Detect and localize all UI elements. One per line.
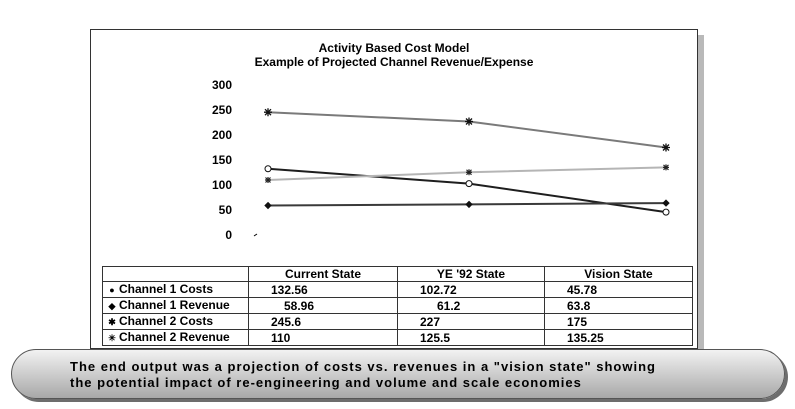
- data-point: [663, 164, 669, 171]
- data-point: [264, 165, 272, 173]
- data-point: [662, 199, 670, 207]
- legend-marker-circle: ●: [109, 285, 115, 295]
- y-tick-label: 100: [212, 178, 232, 192]
- data-value: 245.6: [248, 313, 398, 330]
- legend-marker-star: ✱: [108, 317, 116, 327]
- data-value: 132.56: [248, 281, 398, 298]
- data-point: [662, 208, 670, 216]
- data-table: Current State YE '92 State Vision State …: [102, 266, 693, 346]
- data-point: [264, 108, 272, 117]
- data-value: 125.5: [397, 329, 545, 346]
- data-value: 61.2: [397, 297, 545, 314]
- legend-marker-asterisk: ✳: [108, 333, 116, 343]
- data-value: 63.8: [544, 297, 693, 314]
- data-value: 45.78: [544, 281, 693, 298]
- series-name: Channel 1 Revenue: [119, 298, 230, 312]
- table-row: ✳ Channel 2 Revenue 110 125.5 135.25: [102, 329, 693, 346]
- y-tick-label: 50: [219, 203, 233, 217]
- data-point: [465, 117, 473, 126]
- line-plot: 300 250 200 150 100 50 0: [212, 78, 670, 242]
- table-corner-cell: [102, 266, 249, 282]
- data-value: 58.96: [248, 297, 398, 314]
- data-point: [465, 180, 473, 188]
- table-row: ● Channel 1 Costs 132.56 102.72 45.78: [102, 281, 693, 298]
- table-header-row: Current State YE '92 State Vision State: [102, 266, 693, 282]
- data-point: [466, 169, 472, 176]
- legend-cell: ✳ Channel 2 Revenue: [102, 329, 249, 346]
- y-tick-label: 0: [225, 228, 232, 242]
- category-header: Vision State: [544, 266, 693, 282]
- series-name: Channel 1 Costs: [119, 282, 214, 296]
- chart-panel: Activity Based Cost Model Example of Pro…: [90, 29, 698, 349]
- chart-subtitle: Example of Projected Channel Revenue/Exp…: [254, 55, 534, 69]
- y-tick-label: 250: [212, 103, 232, 117]
- data-point: [465, 200, 473, 209]
- caption-line-2: the potential impact of re-engineering a…: [70, 375, 582, 390]
- data-value: 135.25: [544, 329, 693, 346]
- legend-cell: ✱ Channel 2 Costs: [102, 313, 249, 330]
- data-value: 175: [544, 313, 693, 330]
- table-row: ✱ Channel 2 Costs 245.6 227 175: [102, 313, 693, 330]
- series-line: [267, 111, 667, 149]
- axis-baseline-tick: [253, 233, 258, 237]
- table-row: ◆ Channel 1 Revenue 58.96 61.2 63.8: [102, 297, 693, 314]
- series-name: Channel 2 Revenue: [119, 330, 230, 344]
- caption-line-1: The end output was a projection of costs…: [70, 359, 656, 374]
- data-value: 102.72: [397, 281, 545, 298]
- data-point: [264, 201, 272, 210]
- y-tick-label: 300: [212, 78, 232, 92]
- category-header: YE '92 State: [397, 266, 545, 282]
- chart-title: Activity Based Cost Model: [318, 41, 470, 55]
- data-point: [265, 177, 271, 183]
- y-tick-label: 150: [212, 153, 232, 167]
- category-header: Current State: [248, 266, 398, 282]
- y-tick-label: 200: [212, 128, 232, 142]
- series-name: Channel 2 Costs: [119, 314, 214, 328]
- data-value: 110: [248, 329, 398, 346]
- data-value: 227: [397, 313, 545, 330]
- legend-marker-diamond: ◆: [108, 301, 116, 311]
- legend-cell: ◆ Channel 1 Revenue: [102, 297, 249, 314]
- legend-cell: ● Channel 1 Costs: [102, 281, 249, 298]
- caption-banner: The end output was a projection of costs…: [11, 349, 785, 399]
- data-point: [662, 143, 670, 152]
